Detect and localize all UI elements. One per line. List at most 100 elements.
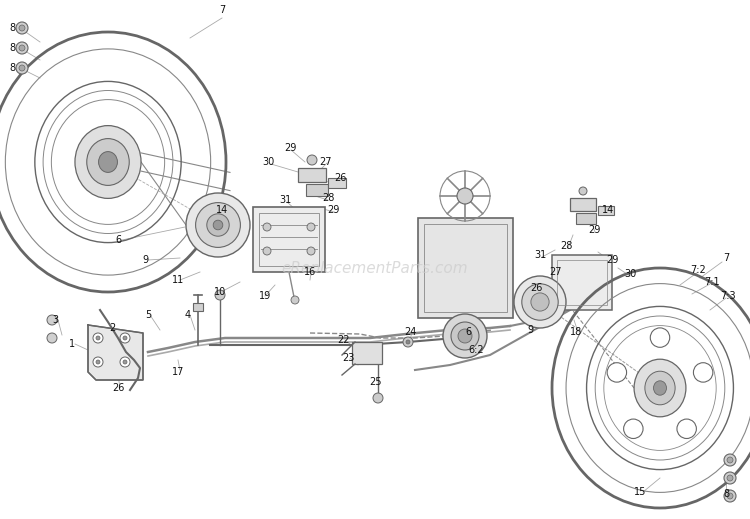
- Ellipse shape: [514, 276, 566, 328]
- Text: 30: 30: [262, 157, 274, 167]
- Text: 19: 19: [259, 291, 272, 301]
- Text: 25: 25: [369, 377, 381, 387]
- Ellipse shape: [16, 42, 28, 54]
- Text: 31: 31: [534, 250, 546, 260]
- Ellipse shape: [373, 393, 383, 403]
- Ellipse shape: [579, 187, 587, 195]
- Ellipse shape: [623, 419, 643, 439]
- Text: 11: 11: [172, 275, 184, 285]
- Text: 7: 7: [219, 5, 225, 15]
- Ellipse shape: [19, 25, 25, 31]
- Ellipse shape: [123, 360, 127, 364]
- Ellipse shape: [307, 223, 315, 231]
- Text: 18: 18: [570, 327, 582, 337]
- Ellipse shape: [457, 188, 473, 204]
- Ellipse shape: [653, 381, 667, 395]
- Ellipse shape: [724, 490, 736, 502]
- Ellipse shape: [724, 472, 736, 484]
- Bar: [557, 260, 607, 305]
- Text: 31: 31: [279, 195, 291, 205]
- Text: 14: 14: [216, 205, 228, 215]
- Bar: [570, 198, 596, 211]
- Ellipse shape: [645, 371, 675, 405]
- Ellipse shape: [650, 328, 670, 347]
- Text: 27: 27: [320, 157, 332, 167]
- Text: 7: 7: [723, 253, 729, 263]
- Bar: [253, 207, 325, 272]
- Ellipse shape: [458, 329, 472, 343]
- Ellipse shape: [19, 45, 25, 51]
- Text: 5: 5: [145, 310, 151, 320]
- Text: 4: 4: [185, 310, 191, 320]
- Text: 7:2: 7:2: [690, 265, 706, 275]
- Ellipse shape: [215, 290, 225, 300]
- Text: 10: 10: [214, 287, 226, 297]
- Ellipse shape: [93, 333, 103, 343]
- Text: 22: 22: [337, 335, 350, 345]
- Ellipse shape: [727, 457, 733, 463]
- Ellipse shape: [263, 223, 271, 231]
- Text: 9: 9: [527, 325, 533, 335]
- Text: 6: 6: [115, 235, 121, 245]
- Ellipse shape: [694, 363, 712, 382]
- Text: 23: 23: [342, 353, 354, 363]
- Ellipse shape: [531, 293, 549, 311]
- Bar: [193, 303, 203, 311]
- Text: 29: 29: [588, 225, 600, 235]
- Bar: [418, 218, 513, 318]
- Ellipse shape: [47, 333, 57, 343]
- Text: 29: 29: [284, 143, 296, 153]
- Text: 30: 30: [624, 269, 636, 279]
- Ellipse shape: [724, 454, 736, 466]
- Text: 2: 2: [109, 323, 115, 333]
- Ellipse shape: [87, 139, 129, 185]
- Ellipse shape: [19, 65, 25, 71]
- Ellipse shape: [677, 419, 697, 439]
- Ellipse shape: [727, 475, 733, 481]
- Ellipse shape: [186, 193, 250, 257]
- Text: 8: 8: [9, 63, 15, 73]
- Bar: [598, 206, 614, 215]
- Ellipse shape: [403, 337, 413, 347]
- Ellipse shape: [96, 336, 100, 340]
- Text: 26: 26: [112, 383, 125, 393]
- Text: 8: 8: [9, 43, 15, 53]
- Ellipse shape: [207, 214, 230, 236]
- Ellipse shape: [120, 357, 130, 367]
- Bar: [306, 184, 328, 196]
- Text: 29: 29: [606, 255, 618, 265]
- Ellipse shape: [522, 284, 558, 320]
- Ellipse shape: [98, 152, 118, 172]
- Ellipse shape: [291, 296, 299, 304]
- Text: 8: 8: [723, 489, 729, 499]
- Ellipse shape: [93, 357, 103, 367]
- Bar: [576, 213, 596, 224]
- Ellipse shape: [307, 247, 315, 255]
- Ellipse shape: [16, 22, 28, 34]
- Text: 29: 29: [327, 205, 339, 215]
- Text: 7:3: 7:3: [720, 291, 736, 301]
- Text: 8: 8: [9, 23, 15, 33]
- Bar: [259, 213, 319, 266]
- Text: 15: 15: [634, 487, 646, 497]
- Text: 6:2: 6:2: [468, 345, 484, 355]
- Text: 6: 6: [465, 327, 471, 337]
- Bar: [298, 168, 326, 182]
- Ellipse shape: [608, 363, 626, 382]
- Ellipse shape: [16, 62, 28, 74]
- Bar: [328, 178, 346, 188]
- Text: 9: 9: [142, 255, 148, 265]
- Polygon shape: [88, 325, 143, 380]
- Ellipse shape: [451, 322, 479, 350]
- Text: 14: 14: [602, 205, 614, 215]
- Ellipse shape: [196, 202, 241, 248]
- Text: 27: 27: [550, 267, 562, 277]
- Ellipse shape: [123, 336, 127, 340]
- Ellipse shape: [213, 220, 223, 230]
- Bar: [352, 342, 382, 364]
- Text: 17: 17: [172, 367, 184, 377]
- Ellipse shape: [443, 314, 487, 358]
- Ellipse shape: [120, 333, 130, 343]
- Text: 28: 28: [560, 241, 572, 251]
- Ellipse shape: [406, 340, 410, 344]
